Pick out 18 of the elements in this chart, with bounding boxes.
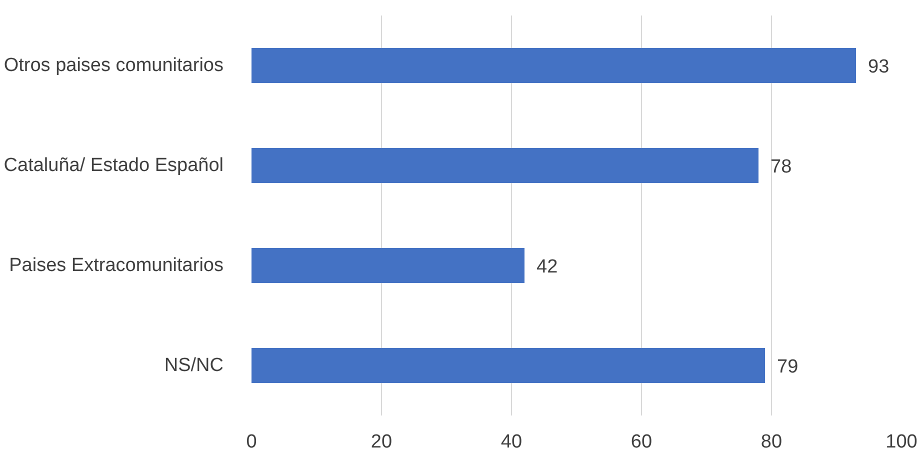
data-label: 93 (868, 56, 890, 78)
x-tick-label: 20 (370, 432, 392, 450)
bar (252, 248, 524, 283)
bar (252, 48, 856, 83)
x-tick-label: 60 (630, 432, 652, 450)
x-tick-label: 100 (886, 432, 918, 450)
x-tick-label: 0 (246, 432, 257, 450)
y-tick-label: Cataluña/ Estado Español (4, 155, 224, 176)
x-tick-label: 80 (760, 432, 782, 450)
bar (252, 148, 758, 183)
bar (252, 348, 765, 383)
data-label: 78 (770, 156, 792, 178)
data-label: 42 (536, 256, 558, 278)
y-tick-label: Paises Extracomunitarios (9, 255, 224, 276)
data-label: 79 (777, 356, 798, 378)
y-tick-label: NS/NC (164, 355, 224, 376)
x-tick-label: 40 (500, 432, 522, 450)
y-tick-label: Otros paises comunitarios (4, 55, 224, 76)
